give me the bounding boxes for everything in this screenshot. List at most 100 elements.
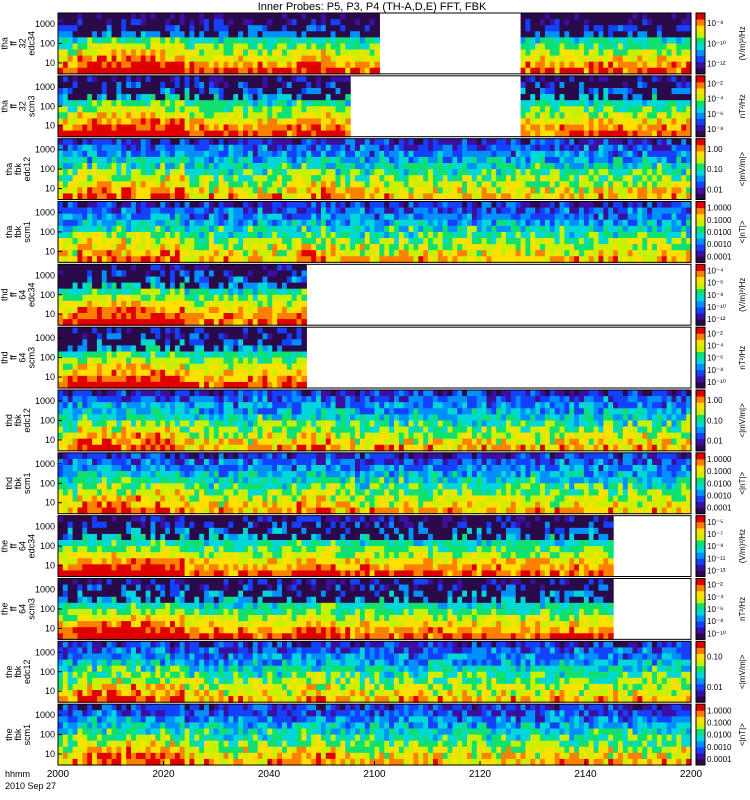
spectrogram-cell [418, 231, 424, 239]
spectrogram-cell [189, 169, 195, 176]
spectrogram-cell [335, 19, 342, 26]
spectrogram-cell [111, 213, 118, 221]
spectrogram-cell [437, 213, 444, 221]
spectrogram-cell [281, 37, 288, 45]
spectrogram-cell [77, 61, 83, 69]
spectrogram-cell [544, 118, 551, 126]
spectrogram-cell [204, 163, 210, 170]
spectrogram-cell [530, 144, 536, 152]
spectrogram-cell [291, 231, 298, 239]
spectrogram-cell [598, 61, 604, 69]
spectrogram-cell [77, 43, 83, 51]
spectrogram-cell [647, 201, 653, 209]
spectrogram-cell [676, 256, 682, 263]
spectrogram-cell [281, 75, 288, 83]
spectrogram-cell [252, 213, 259, 221]
spectrogram-cell [686, 31, 692, 38]
spectrogram-cell [583, 81, 590, 89]
spectrogram-cell [140, 250, 147, 257]
spectrogram-cell [199, 31, 205, 38]
spectrogram-cell [247, 118, 254, 126]
spectrogram-cell [87, 313, 93, 320]
colorbar-swatch [696, 250, 705, 257]
spectrogram-cell [301, 94, 307, 101]
spectrogram-cell [62, 306, 69, 314]
spectrogram-cell [559, 88, 565, 95]
spectrogram-cell [462, 138, 468, 146]
spectrogram-cell [77, 150, 83, 158]
spectrogram-cell [165, 156, 171, 164]
spectrogram-cell [208, 81, 215, 89]
spectrogram-cell [515, 213, 522, 221]
spectrogram-cell [243, 75, 249, 83]
spectrogram-cell [62, 55, 69, 63]
spectrogram-cell [111, 124, 118, 132]
spectrogram-cell [569, 13, 575, 20]
spectrogram-cell [564, 144, 570, 152]
colorbar-swatch [696, 219, 705, 227]
spectrogram-cell [437, 175, 444, 182]
spectrogram-cell [340, 43, 346, 51]
spectrogram-cell [286, 225, 293, 233]
spectrogram-cell [666, 43, 673, 51]
spectrogram-cell [311, 25, 317, 32]
spectrogram-cell [82, 264, 88, 272]
spectrogram-cell [208, 181, 215, 188]
spectrogram-cell [355, 43, 361, 51]
spectrogram-cell [393, 187, 400, 195]
spectrogram-cell [656, 244, 663, 251]
spectrogram-cell [77, 94, 83, 101]
spectrogram-cell [58, 156, 64, 164]
spectrogram-cell [374, 67, 380, 75]
spectrogram-cell [359, 244, 366, 251]
spectrogram-cell [359, 225, 366, 233]
spectrogram-cell [204, 276, 210, 284]
colorbar-tick-label: 10⁻² [707, 79, 723, 88]
spectrogram-cell [306, 219, 312, 227]
spectrogram-cell [647, 43, 653, 51]
spectrogram-cell [418, 169, 424, 176]
spectrogram-cell [481, 163, 488, 170]
spectrogram-cell [408, 144, 415, 152]
spectrogram-cell [208, 225, 215, 233]
spectrogram-cell [340, 67, 346, 75]
spectrogram-cell [598, 225, 604, 233]
spectrogram-cell [101, 130, 108, 138]
spectrogram-cell [58, 288, 64, 296]
spectrogram-cell [355, 207, 361, 215]
colorbar-label: <|mV/m|> [738, 152, 747, 187]
spectrogram-cell [525, 61, 531, 69]
spectrogram-cell [359, 169, 366, 176]
spectrogram-cell [608, 112, 614, 120]
spectrogram-cell [96, 81, 103, 89]
spectrogram-cell [467, 207, 473, 215]
spectrogram-cell [617, 43, 624, 51]
spectrogram-cell [661, 207, 668, 215]
spectrogram-cell [549, 100, 556, 107]
spectrogram-cell [228, 225, 234, 233]
spectrogram-cell [223, 238, 230, 245]
spectrogram-cell [106, 181, 113, 188]
spectrogram-cell [257, 156, 264, 164]
spectrogram-cell [345, 94, 351, 101]
spectrogram-cell [257, 81, 264, 89]
spectrogram-cell [676, 225, 682, 233]
spectrogram-cell [77, 181, 83, 188]
spectrogram-cell [345, 225, 351, 233]
spectrogram-cell [233, 37, 239, 45]
spectrogram-cell [530, 238, 536, 245]
spectrogram-cell [306, 144, 312, 152]
spectrogram-cell [82, 163, 88, 170]
spectrogram-cell [520, 175, 527, 182]
spectrogram-cell [379, 201, 385, 209]
spectrogram-cell [520, 250, 527, 257]
spectrogram-cell [617, 118, 624, 126]
spectrogram-cell [686, 81, 692, 89]
spectrogram-cell [121, 300, 127, 308]
spectrogram-cell [291, 19, 298, 26]
spectrogram-cell [126, 75, 132, 83]
spectrogram-cell [228, 106, 234, 113]
spectrogram-cell [423, 156, 429, 164]
spectrogram-cell [656, 130, 663, 138]
spectrogram-cell [335, 256, 342, 263]
